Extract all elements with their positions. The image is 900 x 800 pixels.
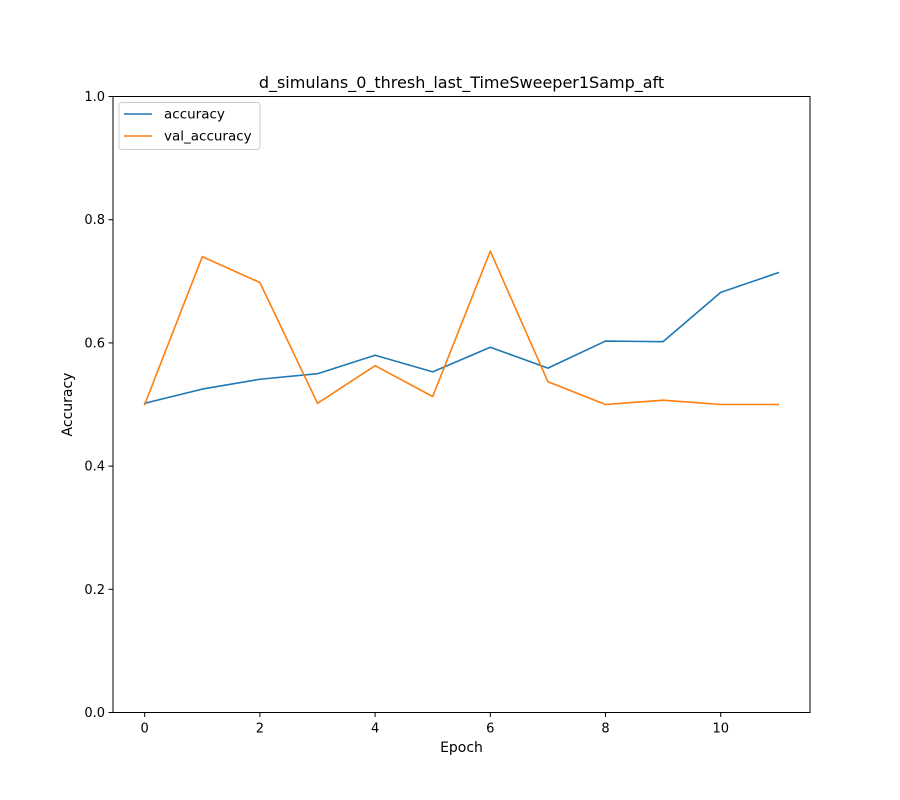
y-tick-label: 0.6	[84, 336, 105, 351]
x-tick-label: 8	[601, 722, 609, 737]
x-tick-label: 4	[371, 722, 379, 737]
x-tick-label: 6	[486, 722, 494, 737]
plot-frame	[112, 96, 811, 713]
x-axis: 0 2 4 6 8 10	[141, 712, 729, 737]
x-axis-label: Epoch	[440, 740, 483, 756]
series-line-accuracy	[143, 271, 780, 405]
x-tick-label: 0	[141, 722, 149, 737]
y-tick-label: 0.8	[84, 213, 105, 228]
x-tick-label: 10	[712, 722, 729, 737]
x-tick-label: 2	[256, 722, 264, 737]
series-line-val-accuracy	[143, 250, 780, 406]
chart-title: d_simulans_0_thresh_last_TimeSweeper1Sam…	[259, 73, 664, 93]
legend: accuracy val_accuracy	[118, 102, 261, 150]
y-tick-label: 1.0	[84, 90, 105, 105]
legend-box	[118, 102, 261, 150]
legend-label: accuracy	[164, 107, 225, 123]
plot-series	[143, 250, 780, 406]
y-axis: 0.0 0.2 0.4 0.6 0.8 1.0	[84, 90, 113, 721]
legend-label: val_accuracy	[164, 129, 252, 145]
y-tick-label: 0.4	[84, 460, 105, 475]
y-tick-label: 0.0	[84, 706, 105, 721]
y-tick-label: 0.2	[84, 583, 105, 598]
y-axis-label: Accuracy	[60, 373, 76, 437]
